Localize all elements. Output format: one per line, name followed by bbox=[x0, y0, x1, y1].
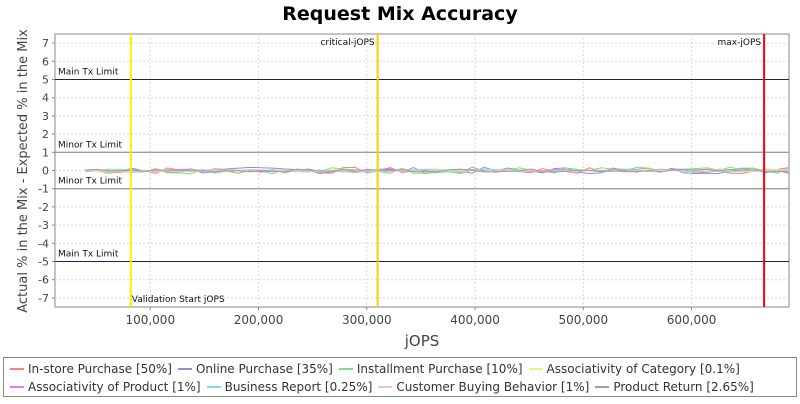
legend-swatch bbox=[338, 368, 353, 370]
y-tick-label: -1 bbox=[38, 183, 49, 196]
legend-label: Online Purchase [35%] bbox=[195, 362, 333, 376]
legend-item: Online Purchase [35%] bbox=[177, 362, 333, 376]
y-tick-label: -4 bbox=[38, 237, 49, 250]
marker-label: Validation Start jOPS bbox=[132, 295, 225, 305]
x-tick-label: 100,000 bbox=[125, 313, 175, 327]
legend-row: In-store Purchase [50%] Online Purchase [… bbox=[4, 360, 740, 378]
y-tick-label: 4 bbox=[42, 92, 49, 105]
legend-swatch bbox=[206, 386, 221, 388]
threshold-label: Main Tx Limit bbox=[58, 68, 119, 78]
y-tick-label: 5 bbox=[42, 74, 49, 87]
legend-swatch bbox=[10, 386, 24, 388]
legend-swatch bbox=[378, 386, 393, 388]
y-tick-label: -6 bbox=[38, 274, 49, 287]
plot-area: 7 6 5 4 3 2 1 0 -1 -2 -3 -4 -5 -6 -7 100,000 200,000 300,… bbox=[38, 33, 790, 327]
threshold-label: Minor Tx Limit bbox=[58, 140, 123, 150]
legend-swatch bbox=[10, 368, 24, 370]
x-tick-label: 400,000 bbox=[450, 313, 500, 327]
threshold-label: Main Tx Limit bbox=[58, 250, 119, 260]
y-tick-label: -5 bbox=[38, 256, 49, 269]
legend-item: Business Report [0.25%] bbox=[206, 380, 373, 394]
y-tick-label: 6 bbox=[42, 55, 49, 68]
legend-item: Associativity of Category [0.1%] bbox=[528, 362, 740, 376]
legend-label: Product Return [2.65%] bbox=[613, 380, 754, 394]
legend-swatch bbox=[177, 368, 192, 370]
legend-label: Associativity of Category [0.1%] bbox=[546, 362, 740, 376]
marker-label: critical-jOPS bbox=[320, 38, 374, 48]
x-tick-label: 600,000 bbox=[667, 313, 717, 327]
y-tick-label: 7 bbox=[42, 37, 49, 50]
legend-item: Installment Purchase [10%] bbox=[338, 362, 523, 376]
legend-item: Customer Buying Behavior [1%] bbox=[378, 380, 589, 394]
legend-label: In-store Purchase [50%] bbox=[28, 362, 172, 376]
y-tick-label: -2 bbox=[38, 201, 49, 214]
x-tick-label: 200,000 bbox=[234, 313, 284, 327]
chart-title: Request Mix Accuracy bbox=[282, 3, 518, 25]
y-tick-label: 1 bbox=[42, 146, 49, 159]
legend-row: Associativity of Product [1%] Business Re… bbox=[4, 378, 754, 396]
marker-label: max-jOPS bbox=[718, 38, 762, 48]
y-tick-label: -7 bbox=[38, 292, 49, 305]
legend-item: Product Return [2.65%] bbox=[595, 380, 754, 394]
legend-item: Associativity of Product [1%] bbox=[10, 380, 201, 394]
x-axis-label: jOPS bbox=[404, 332, 440, 350]
y-tick-label: 3 bbox=[42, 110, 49, 123]
x-tick-label: 500,000 bbox=[558, 313, 608, 327]
legend-item: In-store Purchase [50%] bbox=[10, 362, 172, 376]
legend-label: Associativity of Product [1%] bbox=[28, 380, 201, 394]
legend-label: Business Report [0.25%] bbox=[224, 380, 373, 394]
y-tick-label: 2 bbox=[42, 128, 49, 141]
y-tick-label: 0 bbox=[42, 165, 49, 178]
legend-swatch bbox=[595, 386, 610, 388]
y-axis-label: Actual % in the Mix - Expected % in the … bbox=[16, 29, 31, 313]
series-line bbox=[85, 168, 790, 173]
legend: In-store Purchase [50%] Online Purchase [… bbox=[3, 357, 797, 397]
y-tick-label: -3 bbox=[38, 219, 49, 232]
legend-label: Customer Buying Behavior [1%] bbox=[396, 380, 590, 394]
x-tick-label: 300,000 bbox=[342, 313, 392, 327]
legend-swatch bbox=[528, 368, 543, 370]
legend-label: Installment Purchase [10%] bbox=[356, 362, 523, 376]
threshold-label: Minor Tx Limit bbox=[58, 177, 123, 187]
